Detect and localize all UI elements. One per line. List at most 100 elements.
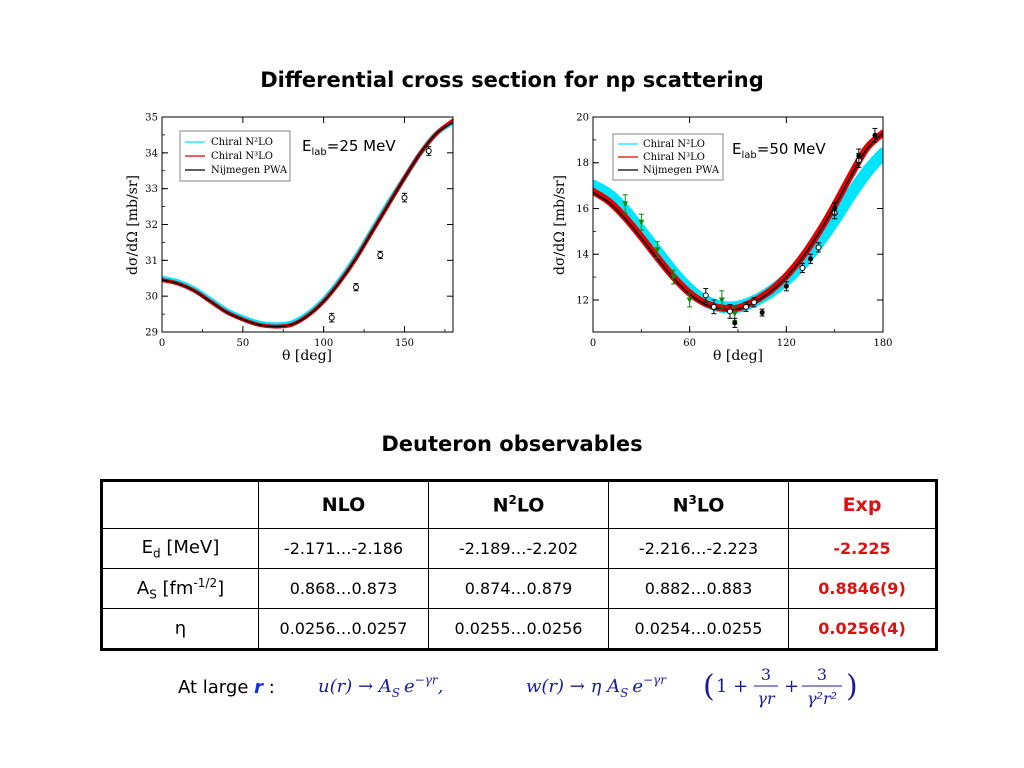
- legend-label-pwa: Nijmegen PWA: [643, 165, 720, 176]
- cell-nlo: -2.171…-2.186: [258, 528, 429, 569]
- data-point: [751, 299, 758, 306]
- energy-label: Elab=50 MeV: [732, 140, 826, 161]
- header-empty: [101, 480, 259, 529]
- cell-exp: 0.0256(4): [788, 608, 937, 650]
- cell-n2lo: 0.0255…0.0256: [428, 608, 609, 650]
- data-point: [759, 310, 765, 316]
- y-tick-label: 31: [145, 256, 158, 267]
- data-point: [815, 244, 822, 251]
- curves: [162, 118, 453, 329]
- x-tick-label: 120: [777, 338, 796, 349]
- legend-label-n3lo: Chiral N³LO: [643, 152, 705, 163]
- data-point: [353, 284, 359, 291]
- x-tick-label: 60: [683, 338, 696, 349]
- y-tick-label: 16: [576, 204, 589, 215]
- data-point: [654, 247, 661, 253]
- cell-exp: 0.8846(9): [788, 568, 937, 609]
- x-tick-label: 180: [873, 338, 892, 349]
- footer-var: r: [254, 677, 264, 698]
- cell-n3lo: 0.882…0.883: [608, 568, 789, 609]
- legend: Chiral N²LO Chiral N³LO Nijmegen PWA: [179, 130, 291, 182]
- y-tick-label: 30: [145, 292, 158, 303]
- data-point: [726, 308, 733, 315]
- data-point: [799, 264, 806, 271]
- plot-frame: [161, 116, 454, 333]
- cell-nlo: 0.0256…0.0257: [258, 608, 429, 650]
- table-row: AS [fm-1/2] 0.868…0.873 0.874…0.879 0.88…: [101, 568, 937, 609]
- data-point: [425, 148, 432, 155]
- formula-frac1-num: 3: [761, 665, 771, 684]
- y-tick-label: 34: [145, 148, 158, 159]
- footer-text: At large r :: [178, 677, 275, 698]
- x-tick-label: 100: [314, 338, 333, 349]
- y-tick-label: 29: [145, 328, 158, 339]
- y-axis-label: dσ/dΩ [mb/sr]: [552, 175, 568, 275]
- data-point: [872, 132, 878, 138]
- y-tick-label: 35: [145, 113, 158, 124]
- data-points: [328, 146, 432, 323]
- data-point: [718, 297, 725, 303]
- data-point: [783, 283, 789, 289]
- page-title: Differential cross section for np scatte…: [260, 68, 764, 92]
- row-label-as: AS [fm-1/2]: [101, 568, 259, 609]
- data-point: [377, 251, 384, 258]
- chart-50mev: 0 60 120 180 12 14 16 18 20 θ [deg] dσ/dΩ [mb/sr…: [550, 105, 910, 379]
- data-point: [686, 297, 693, 303]
- legend-label-n3lo: Chiral N³LO: [211, 151, 273, 162]
- curve-pwa: [162, 121, 453, 328]
- formula-paren-close: ): [846, 669, 858, 704]
- table-row: η 0.0256…0.0257 0.0255…0.0256 0.0254…0.0…: [101, 608, 937, 650]
- x-tick-label: 0: [159, 338, 165, 349]
- data-point: [743, 303, 750, 310]
- x-tick-label: 150: [395, 338, 414, 349]
- plot-frame: [592, 116, 884, 333]
- header-nlo: NLO: [258, 480, 429, 529]
- legend: Chiral N²LO Chiral N³LO Nijmegen PWA: [612, 133, 724, 181]
- data-point: [401, 194, 408, 201]
- y-tick-label: 12: [576, 295, 589, 306]
- x-axis-label: θ [deg]: [282, 348, 332, 364]
- y-tick-label: 33: [145, 184, 158, 195]
- header-n2lo: N2LO: [428, 480, 609, 529]
- x-axis-label: θ [deg]: [713, 348, 763, 364]
- cell-n2lo: 0.874…0.879: [428, 568, 609, 609]
- chart-25mev: 0 50 100 150 29 30 31 32 33 34 35 θ [deg] dσ/dΩ [m…: [125, 105, 465, 379]
- formula-frac2-den: γ²r²: [807, 689, 837, 708]
- cell-n3lo: -2.216…-2.223: [608, 528, 789, 569]
- cell-n2lo: -2.189…-2.202: [428, 528, 609, 569]
- data-point: [328, 314, 335, 321]
- table-header-row: NLO N2LO N3LO Exp: [101, 480, 937, 529]
- asymptotic-formula: u(r) → AS e−γr, w(r) → η AS e−γr ( 1 + 3 γ…: [318, 662, 878, 726]
- formula-one-plus: 1 +: [716, 676, 748, 697]
- x-tick-label: 50: [236, 338, 249, 349]
- data-point: [731, 311, 738, 317]
- formula-u: u(r) → AS e−γr,: [318, 673, 443, 700]
- deuteron-table: NLO N2LO N3LO Exp Ed [MeV] -2.171…-2.186…: [100, 479, 938, 651]
- data-point: [622, 201, 629, 207]
- chart-50mev-svg: 0 60 120 180 12 14 16 18 20 θ [deg] dσ/dΩ [mb/sr…: [552, 113, 893, 365]
- data-point: [670, 274, 677, 281]
- formula-paren-open: (: [703, 669, 715, 704]
- cell-exp: -2.225: [788, 528, 937, 569]
- data-point: [702, 292, 709, 299]
- data-point: [732, 320, 738, 326]
- chart-25mev-svg: 0 50 100 150 29 30 31 32 33 34 35 θ [deg] dσ/dΩ [m…: [125, 113, 454, 364]
- data-point: [856, 153, 862, 159]
- data-point: [710, 303, 717, 310]
- formula-frac1-den: γr: [757, 689, 776, 708]
- deuteron-title: Deuteron observables: [381, 432, 643, 456]
- formula-svg: u(r) → AS e−γr, w(r) → η AS e−γr ( 1 + 3 γ…: [318, 665, 858, 708]
- formula-plus: +: [784, 676, 799, 697]
- energy-label: Elab=25 MeV: [302, 137, 396, 158]
- y-tick-label: 32: [145, 220, 158, 231]
- legend-label-n2lo: Chiral N²LO: [643, 139, 705, 150]
- y-tick-label: 18: [576, 158, 589, 169]
- row-label-eta: η: [101, 608, 259, 650]
- y-tick-label: 14: [576, 250, 589, 261]
- y-axis-label: dσ/dΩ [mb/sr]: [125, 175, 141, 275]
- data-points: [622, 127, 878, 328]
- x-tick-label: 0: [590, 338, 596, 349]
- data-point: [832, 205, 838, 211]
- cell-n3lo: 0.0254…0.0255: [608, 608, 789, 650]
- formula-frac2-num: 3: [817, 665, 827, 684]
